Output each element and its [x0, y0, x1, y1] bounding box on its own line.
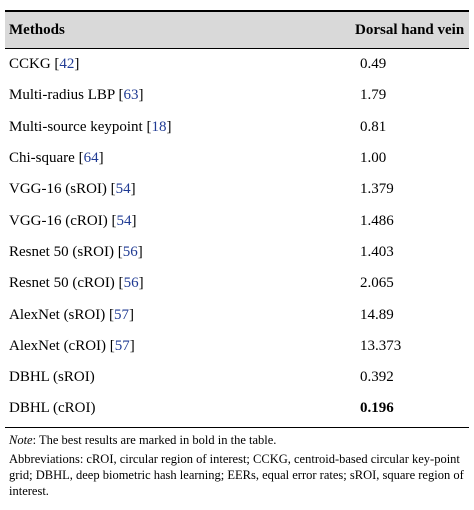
header-methods: Methods — [9, 21, 65, 38]
note-text: : The best results are marked in bold in… — [32, 432, 277, 447]
reference-close-bracket: ] — [129, 337, 135, 354]
table-row: DBHL (sROI) 0.392 — [5, 362, 469, 393]
reference-close-bracket: ] — [131, 212, 137, 229]
abbreviations-line: Abbreviations: cROI, circular region of … — [9, 451, 464, 498]
reference-link[interactable]: 18 — [151, 118, 167, 135]
method-name: VGG-16 (cROI) [ — [9, 212, 117, 229]
value-cell: 0.196 — [360, 400, 394, 417]
value-cell: 1.379 — [360, 181, 394, 198]
method-name: DBHL (cROI) — [9, 400, 96, 417]
reference-close-bracket: ] — [74, 56, 80, 73]
method-cell: CCKG [42] — [5, 56, 343, 73]
method-cell: DBHL (cROI) — [5, 400, 343, 417]
note-line: Note: The best results are marked in bol… — [9, 432, 465, 448]
table-row: VGG-16 (sROI) [54] 1.379 — [5, 174, 469, 205]
method-cell: Multi-source keypoint [18] — [5, 119, 343, 136]
header-rule — [5, 48, 469, 49]
value-cell: 0.81 — [360, 118, 387, 135]
method-name: Resnet 50 (sROI) [ — [9, 243, 123, 260]
table-row: Resnet 50 (cROI) [56] 2.065 — [5, 268, 469, 299]
value-cell: 1.403 — [360, 243, 394, 260]
table-row: Multi-radius LBP [63] 1.79 — [5, 80, 469, 111]
reference-close-bracket: ] — [98, 150, 104, 167]
value-cell: 2.065 — [360, 275, 394, 292]
method-name: Multi-source keypoint [ — [9, 118, 152, 135]
method-cell: Resnet 50 (cROI) [56] — [5, 275, 343, 292]
reference-link[interactable]: 54 — [115, 181, 131, 198]
top-rule — [5, 10, 469, 12]
table-row: CCKG [42] 0.49 — [5, 49, 469, 80]
value-cell: 14.89 — [360, 306, 394, 323]
method-name: AlexNet (sROI) [ — [9, 306, 114, 323]
reference-close-bracket: ] — [128, 306, 134, 323]
table-row: Chi-square [64] 1.00 — [5, 143, 469, 174]
table-row: VGG-16 (cROI) [54] 1.486 — [5, 205, 469, 236]
method-cell: AlexNet (sROI) [57] — [5, 307, 343, 324]
value-cell: 0.49 — [360, 56, 387, 73]
value-cell: 1.486 — [360, 212, 394, 229]
table-row: Multi-source keypoint [18] 0.81 — [5, 112, 469, 143]
table-row: Resnet 50 (sROI) [56] 1.403 — [5, 237, 469, 268]
reference-link[interactable]: 54 — [116, 212, 132, 229]
reference-link[interactable]: 56 — [122, 243, 138, 260]
reference-link[interactable]: 64 — [83, 150, 99, 167]
reference-close-bracket: ] — [130, 181, 136, 198]
method-name: Chi-square [ — [9, 150, 84, 167]
method-name: CCKG [ — [9, 56, 60, 73]
reference-link[interactable]: 42 — [59, 56, 75, 73]
method-cell: DBHL (sROI) — [5, 369, 343, 386]
reference-link[interactable]: 57 — [114, 337, 130, 354]
reference-link[interactable]: 63 — [123, 87, 139, 104]
value-cell: 1.00 — [360, 150, 387, 167]
note-label: Note — [9, 432, 33, 447]
reference-close-bracket: ] — [166, 118, 172, 135]
table-row: DBHL (cROI) 0.196 — [5, 393, 469, 424]
table-row: AlexNet (sROI) [57] 14.89 — [5, 299, 469, 330]
reference-close-bracket: ] — [138, 275, 144, 292]
table-body: CCKG [42] 0.49 Multi-radius LBP [63] 1.79 Mu… — [5, 49, 469, 425]
method-cell: VGG-16 (sROI) [54] — [5, 181, 343, 198]
value-cell: 0.392 — [360, 369, 394, 386]
results-table: Methods Dorsal hand vein CCKG [42] 0.49 Mu… — [5, 10, 469, 428]
reference-link[interactable]: 56 — [123, 275, 139, 292]
table-notes: Note: The best results are marked in bol… — [5, 428, 469, 499]
method-cell: Multi-radius LBP [63] — [5, 87, 343, 104]
table-page: Methods Dorsal hand vein CCKG [42] 0.49 Mu… — [0, 10, 474, 510]
method-name: AlexNet (cROI) [ — [9, 337, 115, 354]
value-cell: 1.79 — [360, 87, 387, 104]
method-name: Multi-radius LBP [ — [9, 87, 124, 104]
reference-close-bracket: ] — [138, 87, 144, 104]
method-name: VGG-16 (sROI) [ — [9, 181, 116, 198]
method-cell: AlexNet (cROI) [57] — [5, 338, 343, 355]
method-cell: Resnet 50 (sROI) [56] — [5, 244, 343, 261]
value-cell: 13.373 — [360, 337, 402, 354]
table-row: AlexNet (cROI) [57] 13.373 — [5, 331, 469, 362]
method-cell: VGG-16 (cROI) [54] — [5, 213, 343, 230]
header-dorsal-hand-vein: Dorsal hand vein — [355, 21, 465, 38]
reference-link[interactable]: 57 — [113, 306, 129, 323]
table-header: Methods Dorsal hand vein — [5, 12, 469, 48]
reference-close-bracket: ] — [137, 243, 143, 260]
method-name: DBHL (sROI) — [9, 369, 95, 386]
method-name: Resnet 50 (cROI) [ — [9, 275, 124, 292]
method-cell: Chi-square [64] — [5, 150, 343, 167]
bottom-rule — [5, 426, 469, 428]
